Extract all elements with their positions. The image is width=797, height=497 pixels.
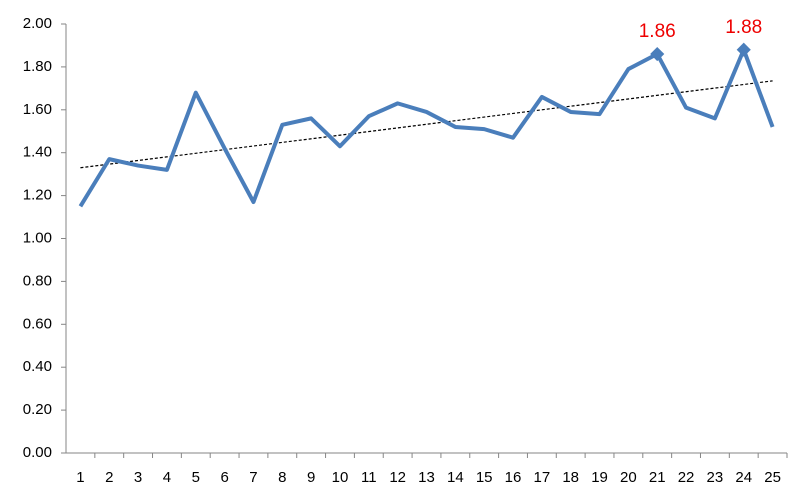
y-tick-label: 1.00 xyxy=(23,229,52,246)
y-tick-label: 1.20 xyxy=(23,187,52,204)
x-tick-label: 15 xyxy=(476,469,493,486)
x-tick-label: 2 xyxy=(105,469,113,486)
x-tick-label: 10 xyxy=(332,469,349,486)
x-tick-label: 20 xyxy=(620,469,637,486)
x-tick-label: 16 xyxy=(505,469,522,486)
trendline xyxy=(80,80,773,169)
x-tick-label: 14 xyxy=(447,469,464,486)
y-tick-label: 0.80 xyxy=(23,272,52,289)
x-tick-label: 23 xyxy=(707,469,724,486)
x-tick-label: 24 xyxy=(735,469,752,486)
x-tick-label: 6 xyxy=(220,469,228,486)
x-tick-label: 25 xyxy=(764,469,781,486)
y-tick-label: 2.00 xyxy=(23,15,52,32)
data-label: 1.88 xyxy=(725,17,762,38)
y-tick-label: 0.00 xyxy=(23,444,52,461)
x-tick-label: 9 xyxy=(307,469,315,486)
x-tick-label: 17 xyxy=(534,469,551,486)
data-line xyxy=(78,47,775,208)
x-tick-label: 3 xyxy=(134,469,142,486)
x-tick-label: 5 xyxy=(192,469,200,486)
y-tick-label: 1.40 xyxy=(23,144,52,161)
point-marker xyxy=(736,42,751,57)
x-tick-label: 13 xyxy=(418,469,435,486)
data-label: 1.86 xyxy=(639,21,676,42)
y-tick-label: 0.20 xyxy=(23,401,52,418)
y-tick-label: 1.80 xyxy=(23,58,52,75)
x-tick-label: 12 xyxy=(389,469,406,486)
x-tick-label: 18 xyxy=(562,469,579,486)
x-tick-label: 7 xyxy=(249,469,257,486)
y-tick-label: 1.60 xyxy=(23,101,52,118)
x-tick-label: 22 xyxy=(678,469,695,486)
x-tick-label: 21 xyxy=(649,469,666,486)
point-marker xyxy=(650,46,665,62)
x-tick-label: 1 xyxy=(76,469,84,486)
x-tick-label: 8 xyxy=(278,469,286,486)
x-tick-label: 11 xyxy=(361,469,377,486)
y-tick-label: 0.60 xyxy=(23,315,52,332)
x-tick-label: 19 xyxy=(591,469,608,486)
y-tick-label: 0.40 xyxy=(23,358,52,375)
x-tick-label: 4 xyxy=(163,469,171,486)
